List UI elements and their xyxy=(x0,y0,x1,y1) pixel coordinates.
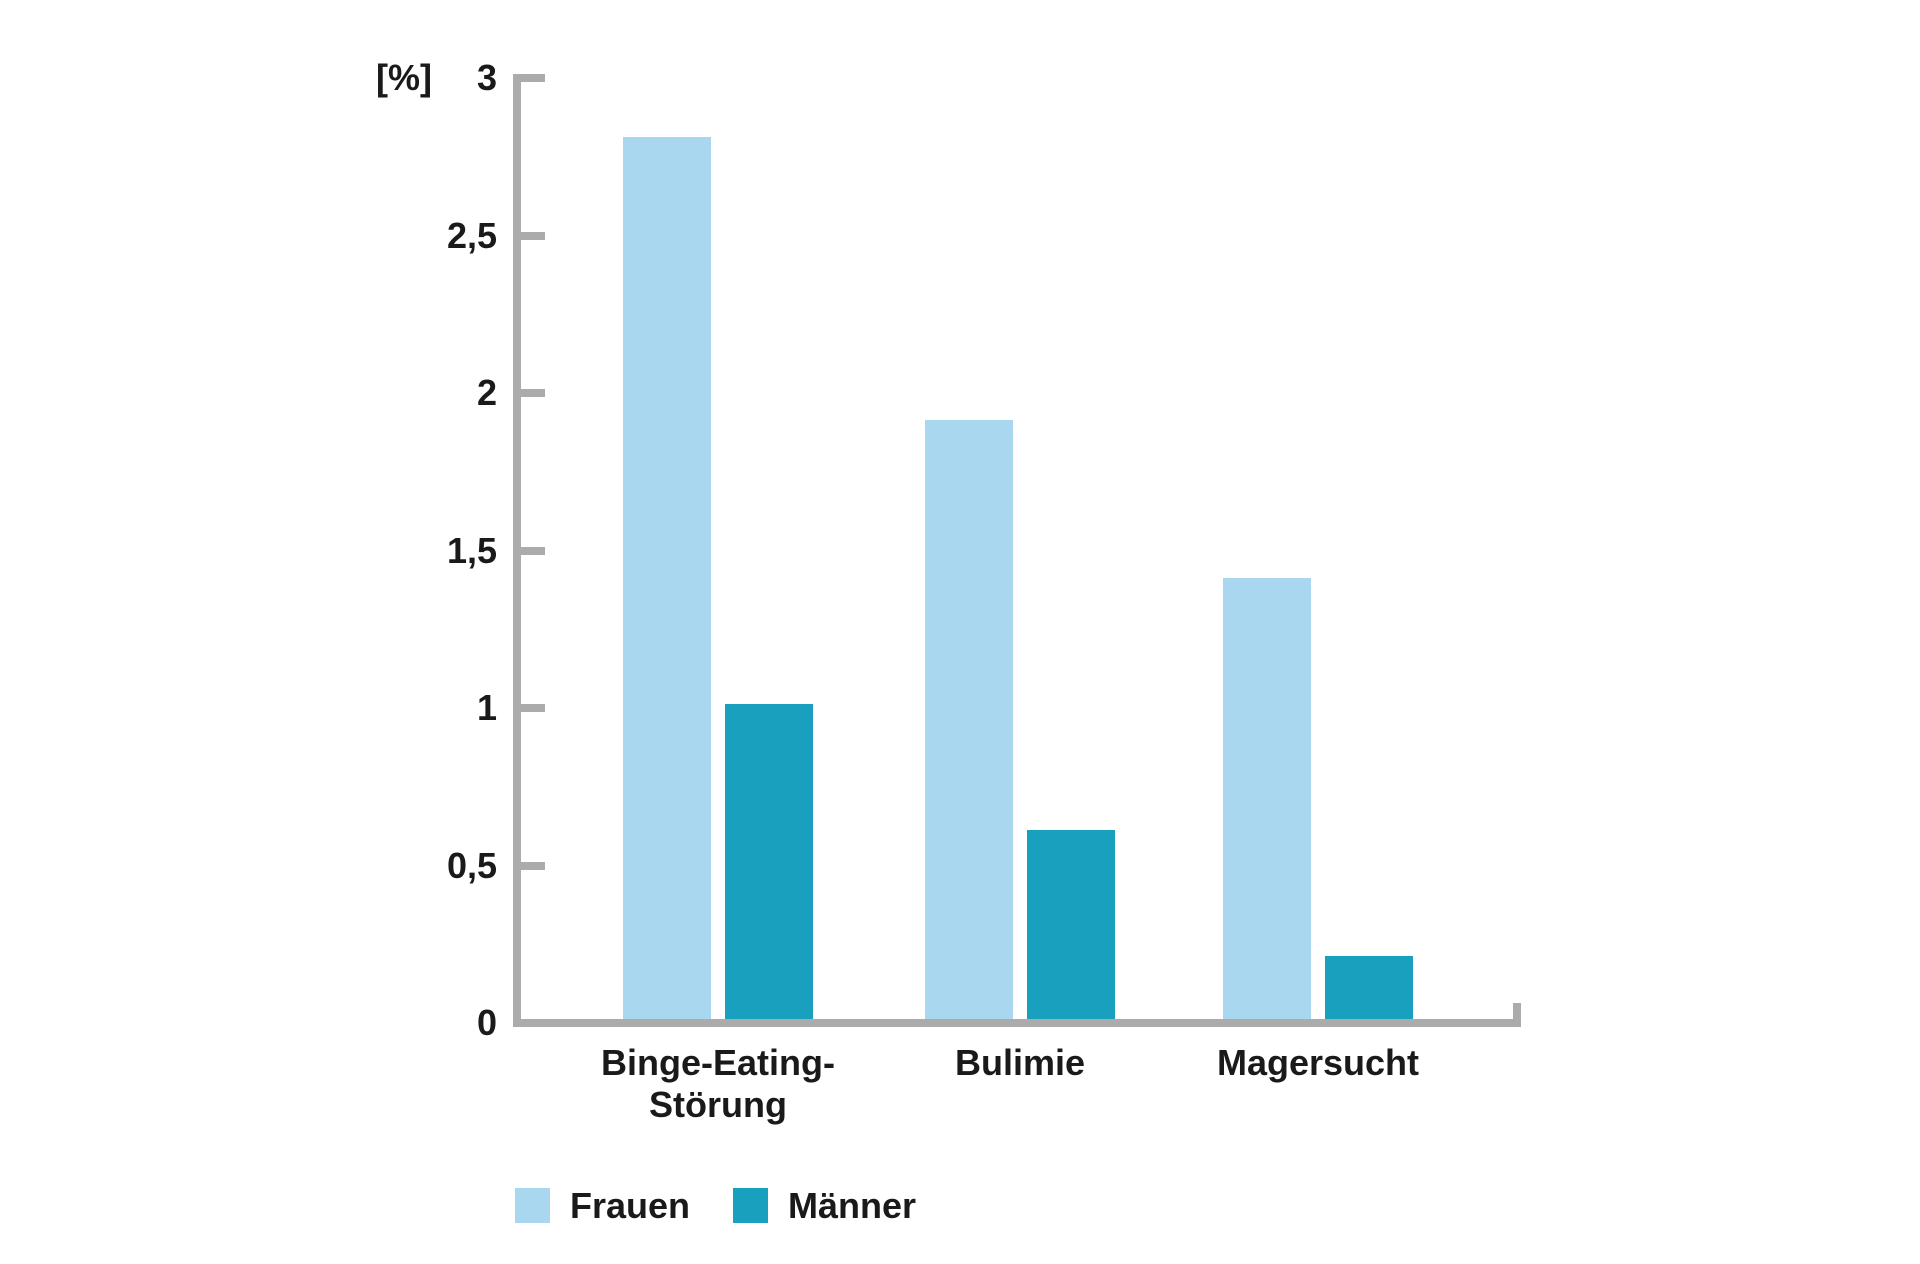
bar-männer-category-1 xyxy=(725,704,813,1019)
bar-männer-category-3 xyxy=(1325,956,1413,1019)
y-tick-label: 1,5 xyxy=(446,529,497,571)
legend: Frauen Männer xyxy=(515,1185,959,1226)
y-tick-mark xyxy=(513,74,545,82)
y-tick-label: 2 xyxy=(476,372,497,413)
category-label: Bulimie xyxy=(954,1042,1086,1083)
y-tick-label: 1 xyxy=(476,687,497,728)
legend-swatch-frauen xyxy=(515,1188,550,1223)
y-tick-label: 2,5 xyxy=(446,214,497,256)
y-axis-unit-label: [%] xyxy=(376,57,432,98)
y-tick-mark xyxy=(513,546,545,555)
category-label: Binge-Eating- Störung xyxy=(601,1042,835,1125)
bar-männer-category-2 xyxy=(1027,830,1115,1019)
y-tick-label: 0,5 xyxy=(446,844,497,886)
y-tick-mark xyxy=(513,389,545,397)
x-axis-end-tick xyxy=(1513,1003,1521,1027)
legend-label-frauen: Frauen xyxy=(570,1185,691,1226)
x-axis-line xyxy=(513,1019,1521,1027)
y-tick-label: 3 xyxy=(476,57,497,98)
legend-label-maenner: Männer xyxy=(788,1185,917,1226)
y-tick-mark xyxy=(513,861,545,870)
y-tick-label: 0 xyxy=(476,1002,497,1043)
bar-frauen-category-3 xyxy=(1223,578,1311,1019)
y-tick-mark xyxy=(513,704,545,712)
category-label: Magersucht xyxy=(1216,1042,1420,1083)
legend-swatch-maenner xyxy=(733,1188,769,1223)
y-tick-mark xyxy=(513,231,545,240)
bar-frauen-category-2 xyxy=(925,420,1013,1019)
bar-frauen-category-1 xyxy=(623,137,711,1019)
